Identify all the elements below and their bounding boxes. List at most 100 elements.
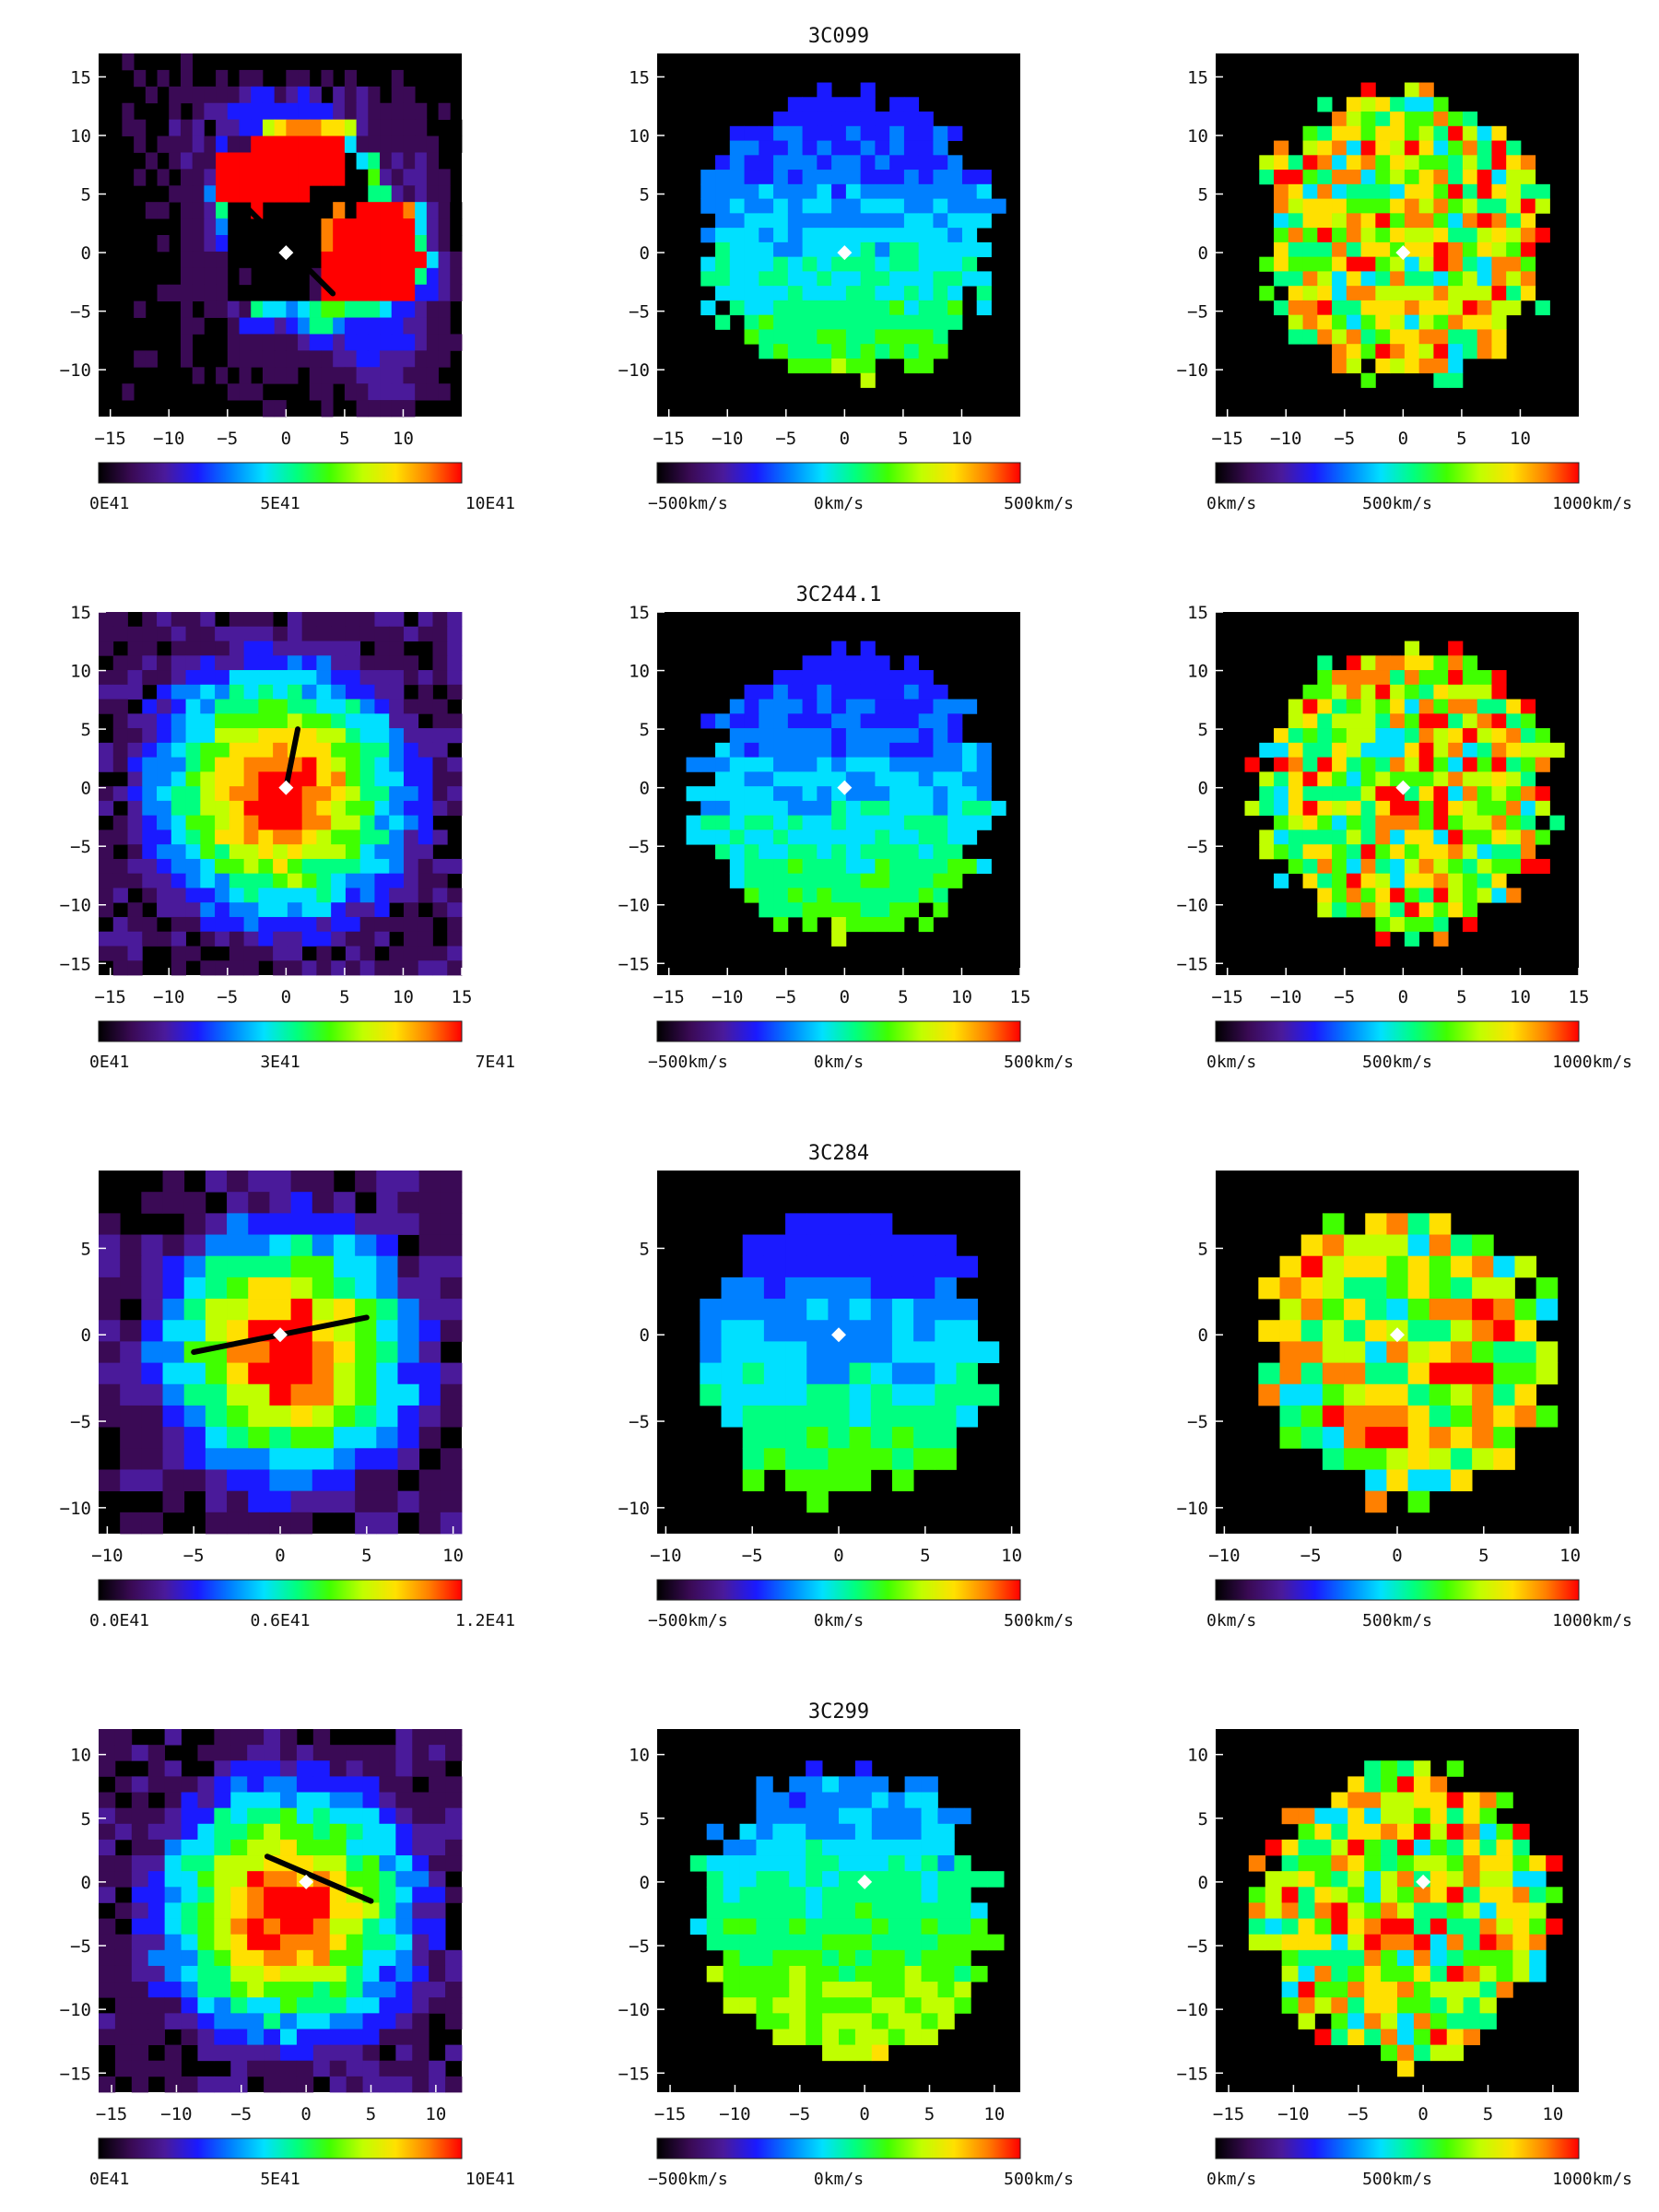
x-tick-label: 0: [859, 2104, 869, 2124]
map-pixel: [432, 800, 448, 817]
map-pixel: [1375, 873, 1391, 888]
map-pixel: [1300, 1362, 1324, 1385]
x-tick-label: 5: [339, 429, 349, 449]
map-pixel: [903, 800, 920, 817]
map-pixel: [301, 699, 317, 714]
map-pixel: [1360, 888, 1376, 903]
map-pixel: [1346, 786, 1361, 802]
map-pixel: [772, 1949, 790, 1967]
map-pixel: [937, 1871, 955, 1888]
map-pixel: [1346, 271, 1361, 287]
map-pixel: [164, 2060, 182, 2077]
map-pixel: [1365, 1448, 1387, 1470]
map-pixel: [321, 169, 334, 186]
map-pixel: [700, 786, 716, 802]
map-pixel: [1418, 713, 1434, 729]
map-pixel: [1433, 830, 1449, 845]
map-pixel: [1433, 228, 1449, 243]
map-pixel: [1331, 1839, 1348, 1856]
map-pixel: [391, 102, 404, 121]
map-pixel: [359, 844, 375, 860]
map-pixel: [1413, 1823, 1431, 1841]
map-pixel: [715, 800, 731, 817]
map-pixel: [937, 1982, 955, 1998]
map-pixel: [180, 300, 194, 318]
map-pixel: [301, 888, 317, 903]
map-pixel: [845, 125, 862, 141]
map-pixel: [913, 1341, 935, 1363]
map-pixel: [947, 800, 963, 817]
map-pixel: [1346, 125, 1361, 141]
map-pixel: [1520, 728, 1536, 744]
map-pixel: [889, 140, 905, 156]
map-pixel: [214, 1934, 231, 1951]
map-pixel: [845, 300, 862, 316]
map-pixel: [432, 960, 448, 976]
map-pixel: [346, 1855, 363, 1872]
map-pixel: [759, 314, 774, 330]
map-pixel: [802, 241, 818, 258]
map-pixel: [1463, 1823, 1480, 1841]
map-pixel: [860, 286, 876, 301]
map-pixel: [918, 713, 934, 729]
map-pixel: [903, 699, 920, 714]
map-pixel: [309, 135, 322, 153]
map-pixel: [440, 1383, 463, 1406]
map-pixel: [903, 713, 920, 729]
map-pixel: [1344, 1277, 1366, 1300]
map-pixel: [205, 1469, 228, 1492]
map-pixel: [99, 902, 114, 918]
map-pixel: [1472, 1362, 1494, 1385]
map-pixel: [817, 256, 832, 272]
map-pixel: [1274, 771, 1289, 787]
map-pixel: [845, 97, 862, 112]
map-pixel: [185, 888, 201, 903]
map-pixel: [785, 1213, 807, 1235]
map-pixel: [1375, 888, 1391, 903]
map-pixel: [391, 169, 404, 186]
map-pixel: [296, 1949, 314, 1967]
map-pixel: [1346, 358, 1361, 374]
map-pixel: [1418, 800, 1434, 817]
map-pixel: [1404, 655, 1420, 671]
map-pixel: [403, 300, 416, 318]
map-pixel: [1404, 300, 1420, 316]
map-pixel: [1462, 800, 1478, 817]
map-pixel: [403, 800, 419, 817]
map-pixel: [216, 152, 229, 170]
map-pixel: [312, 1448, 335, 1470]
map-pixel: [280, 1729, 298, 1746]
map-pixel: [1281, 1982, 1299, 1998]
map-pixel: [1506, 155, 1522, 171]
map-pixel: [828, 1234, 850, 1257]
map-pixel: [1332, 213, 1347, 229]
map-pixel: [773, 183, 789, 199]
x-tick-label: 0: [1398, 429, 1408, 449]
map-pixel: [445, 1982, 463, 1998]
map-pixel: [744, 728, 759, 744]
map-pixel: [264, 1887, 281, 1903]
map-pixel: [1364, 1792, 1382, 1809]
map-pixel: [991, 198, 1006, 214]
map-pixel: [200, 786, 216, 802]
map-pixel: [142, 844, 158, 860]
map-pixel: [251, 69, 264, 88]
map-pixel: [162, 1277, 185, 1300]
map-pixel: [197, 1887, 215, 1903]
map-pixel: [1332, 198, 1347, 214]
map-pixel: [440, 1320, 463, 1342]
map-pixel: [333, 1234, 356, 1257]
map-pixel: [1430, 1997, 1448, 2014]
map-pixel: [1450, 1341, 1473, 1363]
map-pixel: [763, 1448, 786, 1470]
map-pixel: [205, 1427, 228, 1449]
map-pixel: [1288, 742, 1303, 758]
map-pixel: [112, 626, 128, 641]
x-tick-label: 0: [840, 429, 850, 449]
map-pixel: [312, 1918, 331, 1936]
map-pixel: [395, 2013, 413, 2030]
map-pixel: [937, 1949, 955, 1967]
map-pixel: [773, 684, 789, 700]
map-pixel: [1448, 830, 1464, 845]
